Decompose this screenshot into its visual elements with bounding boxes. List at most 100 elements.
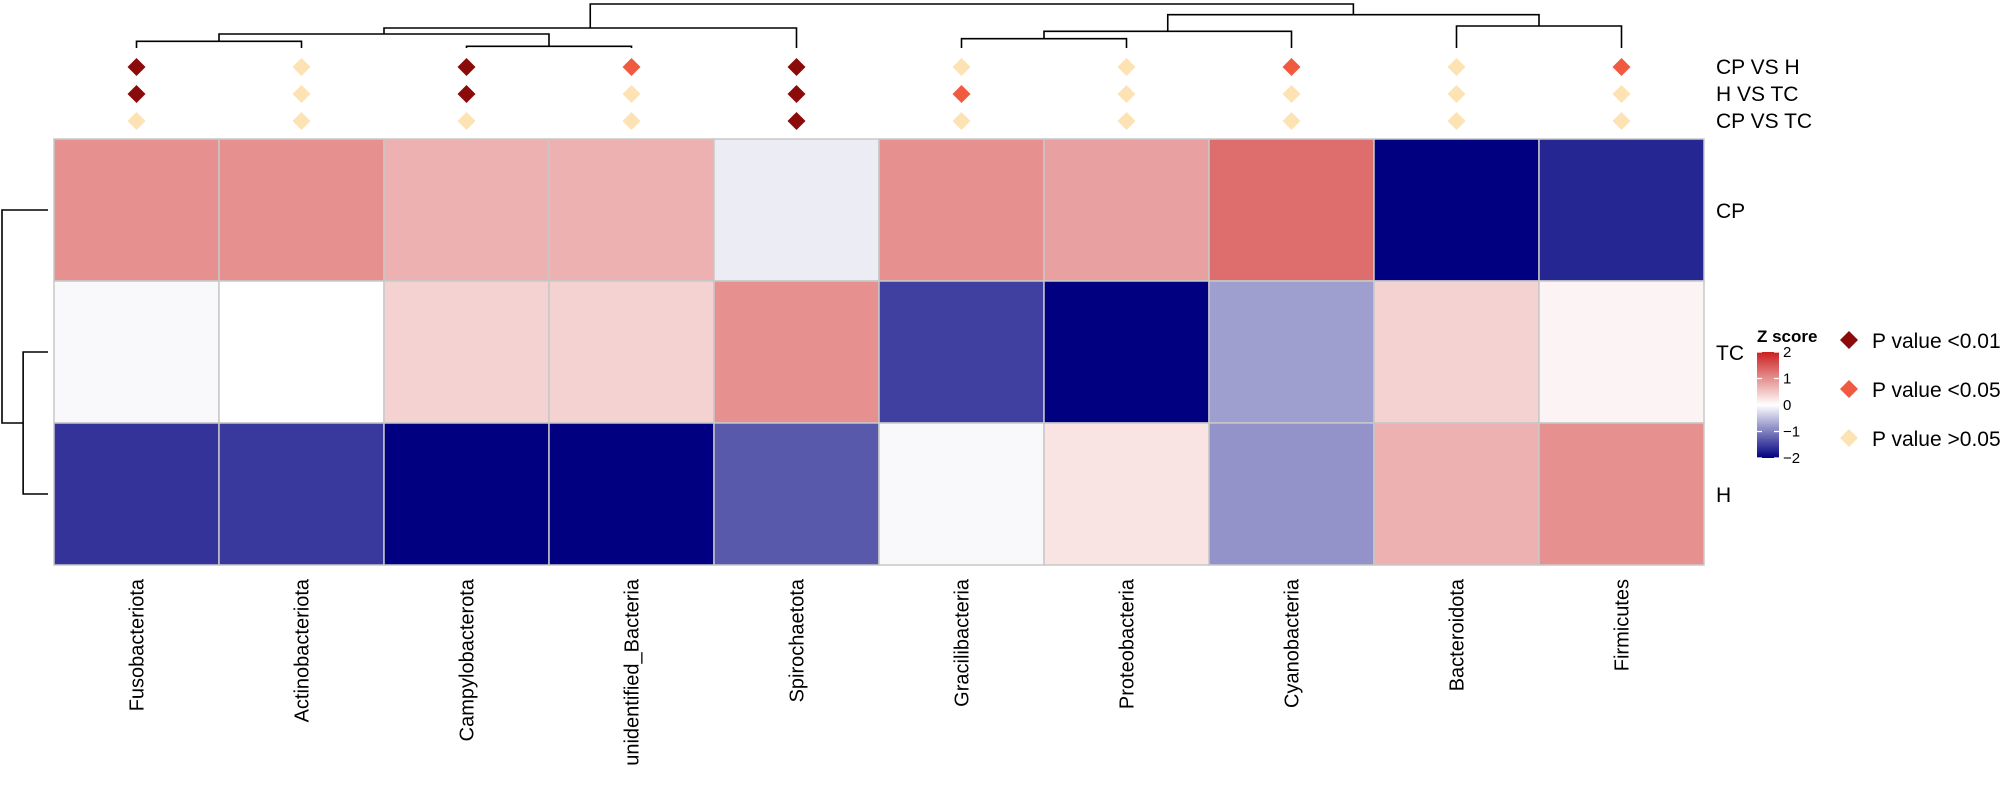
- sig-marker-h-vs-tc-cyanobacteria: [1282, 85, 1301, 103]
- cell-h-spirochaetota: [713, 422, 880, 566]
- sig-marker-cp-vs-h-actinobacteriota: [292, 58, 311, 76]
- cell-tc-actinobacteriota: [218, 280, 385, 424]
- cell-h-campylobacterota: [383, 422, 550, 566]
- cell-tc-firmicutes: [1538, 280, 1705, 424]
- sig-marker-cp-vs-h-proteobacteria: [1117, 58, 1136, 76]
- row-dendrogram: [1, 209, 48, 495]
- cell-cp-proteobacteria: [1043, 138, 1210, 282]
- zscore-color-legend: Z score 2 1 0 −1 −2: [1757, 327, 1817, 467]
- legend-tick-label: 0: [1783, 397, 1791, 414]
- sig-marker-cp-vs-tc-actinobacteriota: [292, 112, 311, 130]
- cell-h-firmicutes: [1538, 422, 1705, 566]
- cell-tc-campylobacterota: [383, 280, 550, 424]
- sig-marker-cp-vs-h-spirochaetota: [787, 58, 806, 76]
- column-label-spirochaetota: Spirochaetota: [787, 578, 809, 702]
- row-label-h: H: [1716, 484, 1731, 507]
- significance-legend: P value <0.01 P value <0.05 P value >0.05: [1840, 330, 2001, 451]
- sig-marker-cp-vs-h-fusobacteriota: [127, 58, 146, 76]
- sig-marker-cp-vs-tc-campylobacterota: [457, 112, 476, 130]
- sig-marker-h-vs-tc-firmicutes: [1612, 85, 1631, 103]
- comparison-labels: CP VS H H VS TC CP VS TC: [1716, 56, 1812, 133]
- cell-tc-gracilibacteria: [878, 280, 1045, 424]
- column-label-fusobacteriota: Fusobacteriota: [127, 578, 149, 711]
- sig-marker-h-vs-tc-bacteroidota: [1447, 85, 1466, 103]
- column-dendrogram: [135, 3, 1623, 48]
- comparison-label-cp-vs-h: CP VS H: [1716, 56, 1800, 79]
- column-label-bacteroidota: Bacteroidota: [1447, 578, 1469, 691]
- sig-marker-cp-vs-h-campylobacterota: [457, 58, 476, 76]
- cell-cp-firmicutes: [1538, 138, 1705, 282]
- col-dendro-branch-8: [589, 3, 1355, 28]
- sig-marker-h-vs-tc-unidentified-bacteria: [622, 85, 641, 103]
- legend-tick-label: 2: [1783, 344, 1791, 361]
- cell-cp-actinobacteriota: [218, 138, 385, 282]
- sig-marker-cp-vs-h-bacteroidota: [1447, 58, 1466, 76]
- comparison-label-h-vs-tc: H VS TC: [1716, 83, 1798, 106]
- sig-marker-h-vs-tc-gracilibacteria: [952, 85, 971, 103]
- row-label-tc: TC: [1716, 342, 1744, 365]
- sig-marker-h-vs-tc-fusobacteriota: [127, 85, 146, 103]
- cell-h-unidentified-bacteria: [548, 422, 715, 566]
- row-labels: CP TC H: [1716, 200, 1745, 507]
- column-label-proteobacteria: Proteobacteria: [1117, 578, 1139, 709]
- legend-title: Z score: [1757, 327, 1817, 346]
- cell-cp-campylobacterota: [383, 138, 550, 282]
- cell-h-fusobacteriota: [53, 422, 220, 566]
- sig-marker-cp-vs-h-gracilibacteria: [952, 58, 971, 76]
- legend-label-p05x: P value >0.05: [1872, 428, 2001, 451]
- sig-marker-h-vs-tc-spirochaetota: [787, 85, 806, 103]
- sig-marker-cp-vs-tc-cyanobacteria: [1282, 112, 1301, 130]
- sig-marker-cp-vs-tc-proteobacteria: [1117, 112, 1136, 130]
- sig-marker-cp-vs-h-firmicutes: [1612, 58, 1631, 76]
- legend-marker-p05x: [1840, 429, 1858, 447]
- cell-cp-unidentified-bacteria: [548, 138, 715, 282]
- legend-marker-p05: [1840, 380, 1858, 398]
- column-label-gracilibacteria: Gracilibacteria: [952, 578, 974, 707]
- column-label-campylobacterota: Campylobacterota: [457, 578, 479, 741]
- col-dendro-branch-0: [135, 40, 303, 48]
- legend-tick-label: −2: [1783, 450, 1800, 467]
- cell-tc-spirochaetota: [713, 280, 880, 424]
- col-dendro-branch-3: [383, 27, 798, 48]
- sig-marker-cp-vs-tc-unidentified-bacteria: [622, 112, 641, 130]
- sig-marker-cp-vs-h-unidentified-bacteria: [622, 58, 641, 76]
- cell-tc-fusobacteriota: [53, 280, 220, 424]
- row-label-cp: CP: [1716, 200, 1745, 223]
- cell-h-gracilibacteria: [878, 422, 1045, 566]
- cell-tc-unidentified-bacteria: [548, 280, 715, 424]
- cell-h-bacteroidota: [1373, 422, 1540, 566]
- cell-cp-gracilibacteria: [878, 138, 1045, 282]
- row-dendro-branch-0: [22, 351, 48, 495]
- legend-marker-p01: [1840, 331, 1858, 349]
- legend-tick-label: 1: [1783, 371, 1791, 388]
- cell-cp-cyanobacteria: [1208, 138, 1375, 282]
- cell-tc-cyanobacteria: [1208, 280, 1375, 424]
- sig-marker-h-vs-tc-proteobacteria: [1117, 85, 1136, 103]
- cell-tc-bacteroidota: [1373, 280, 1540, 424]
- sig-marker-h-vs-tc-campylobacterota: [457, 85, 476, 103]
- cell-tc-proteobacteria: [1043, 280, 1210, 424]
- sig-marker-cp-vs-tc-fusobacteriota: [127, 112, 146, 130]
- column-label-firmicutes: Firmicutes: [1612, 579, 1634, 671]
- column-label-cyanobacteria: Cyanobacteria: [1282, 578, 1304, 708]
- legend-tick-label: −1: [1783, 424, 1800, 441]
- cell-h-actinobacteriota: [218, 422, 385, 566]
- col-dendro-branch-6: [1455, 25, 1623, 48]
- color-bar: [1757, 352, 1779, 458]
- column-labels: Fusobacteriota Actinobacteriota Campylobac…: [127, 578, 1634, 766]
- col-dendro-branch-5: [1043, 30, 1293, 48]
- col-dendro-branch-2: [218, 33, 550, 47]
- sig-marker-cp-vs-tc-firmicutes: [1612, 112, 1631, 130]
- cell-cp-fusobacteriota: [53, 138, 220, 282]
- column-label-actinobacteriota: Actinobacteriota: [292, 578, 314, 722]
- legend-label-p05: P value <0.05: [1872, 379, 2001, 402]
- comparison-label-cp-vs-tc: CP VS TC: [1716, 110, 1812, 133]
- row-dendro-branch-1: [1, 209, 48, 424]
- sig-marker-h-vs-tc-actinobacteriota: [292, 85, 311, 103]
- cell-cp-spirochaetota: [713, 138, 880, 282]
- heatmap-cells: [53, 138, 1705, 566]
- column-label-unidentified-bacteria: unidentified_Bacteria: [622, 578, 644, 766]
- sig-marker-cp-vs-tc-spirochaetota: [787, 112, 806, 130]
- sig-marker-cp-vs-tc-bacteroidota: [1447, 112, 1466, 130]
